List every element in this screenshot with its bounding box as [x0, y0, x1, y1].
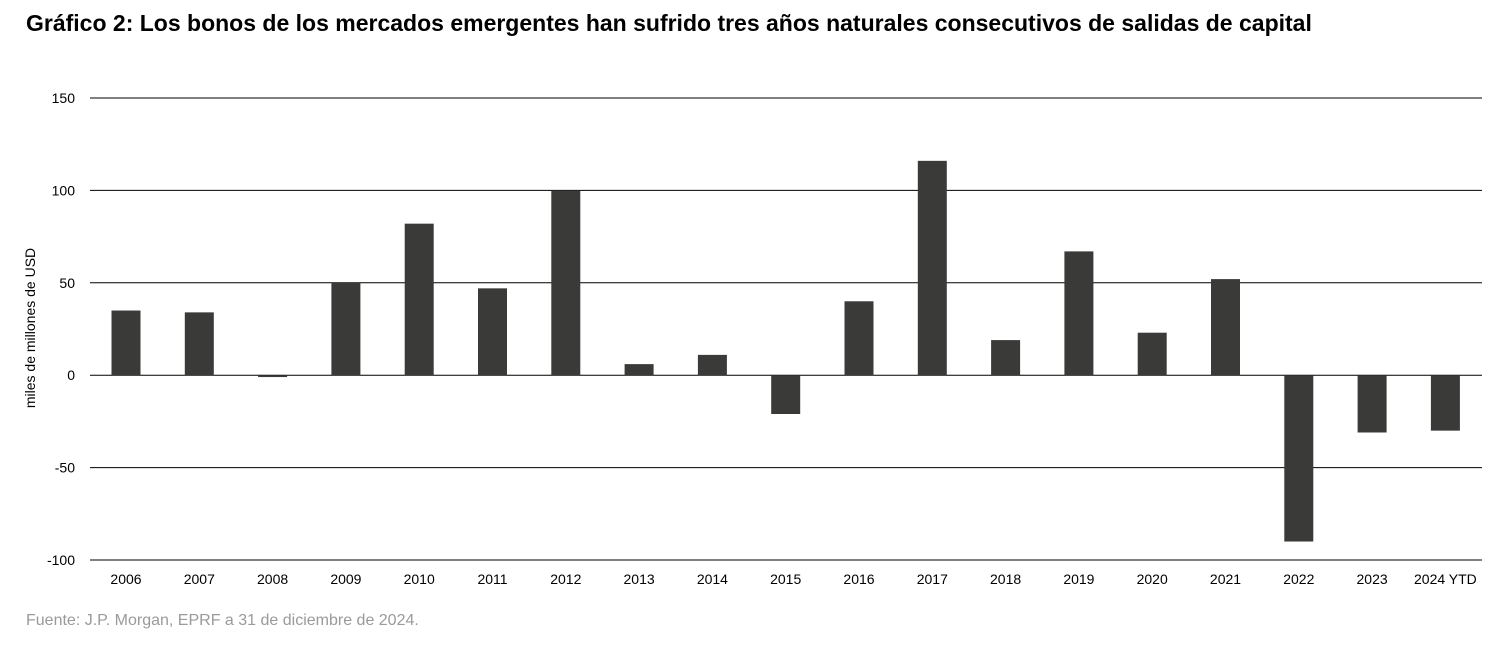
- x-tick-label: 2023: [1357, 571, 1388, 587]
- x-tick-label: 2010: [404, 571, 435, 587]
- gridlines: [90, 97, 1482, 561]
- bar: [991, 340, 1021, 376]
- bars: [111, 160, 1460, 542]
- bar: [478, 288, 507, 376]
- x-tick-label: 2013: [624, 571, 655, 587]
- x-tick-label: 2008: [257, 571, 288, 587]
- y-tick-label: 100: [52, 182, 76, 198]
- bar: [771, 375, 801, 415]
- y-tick-label: 50: [59, 275, 75, 291]
- bar: [111, 310, 141, 376]
- x-tick-label: 2022: [1283, 571, 1314, 587]
- bar: [844, 301, 874, 376]
- x-tick-label: 2012: [550, 571, 581, 587]
- bar: [697, 354, 727, 376]
- bar: [258, 375, 288, 378]
- bar: [184, 312, 214, 376]
- y-axis-ticks: 150 100 50 0 -50 -100: [47, 90, 75, 568]
- bar: [624, 364, 654, 376]
- bar: [1357, 375, 1387, 433]
- y-tick-label: -100: [47, 552, 75, 568]
- x-tick-label: 2018: [990, 571, 1021, 587]
- x-tick-label: 2014: [697, 571, 728, 587]
- bar: [331, 282, 361, 376]
- x-tick-label: 2009: [330, 571, 361, 587]
- x-tick-label: 2020: [1137, 571, 1168, 587]
- y-axis-label: miles de millones de USD: [22, 248, 38, 408]
- x-tick-label: 2021: [1210, 571, 1241, 587]
- y-tick-label: 150: [52, 90, 76, 106]
- x-tick-label: 2016: [843, 571, 874, 587]
- x-tick-label: 2006: [110, 571, 141, 587]
- source-note: Fuente: J.P. Morgan, EPRF a 31 de diciem…: [26, 612, 419, 629]
- x-tick-label: 2024 YTD: [1414, 571, 1477, 587]
- bar: [1064, 251, 1094, 376]
- bar: [1430, 375, 1460, 431]
- y-tick-label: 0: [67, 367, 75, 383]
- bar: [1284, 375, 1314, 542]
- x-tick-label: 2019: [1063, 571, 1094, 587]
- x-tick-label: 2015: [770, 571, 801, 587]
- bar: [404, 223, 434, 376]
- bar: [917, 160, 947, 376]
- x-tick-label: 2011: [477, 571, 507, 587]
- x-tick-label: 2007: [184, 571, 215, 587]
- x-tick-label: 2017: [917, 571, 948, 587]
- bar: [551, 190, 581, 376]
- bar-chart: 150 100 50 0 -50 -100 2006 2007 2008 2009 2010 201…: [22, 90, 1482, 587]
- chart-title: Gráfico 2: Los bonos de los mercados eme…: [26, 10, 1312, 36]
- bar: [1137, 332, 1167, 376]
- x-axis-ticks: 2006 2007 2008 2009 2010 2011 2012 2013 2014 2015…: [110, 571, 1476, 587]
- y-tick-label: -50: [55, 460, 75, 476]
- bar: [1211, 279, 1240, 376]
